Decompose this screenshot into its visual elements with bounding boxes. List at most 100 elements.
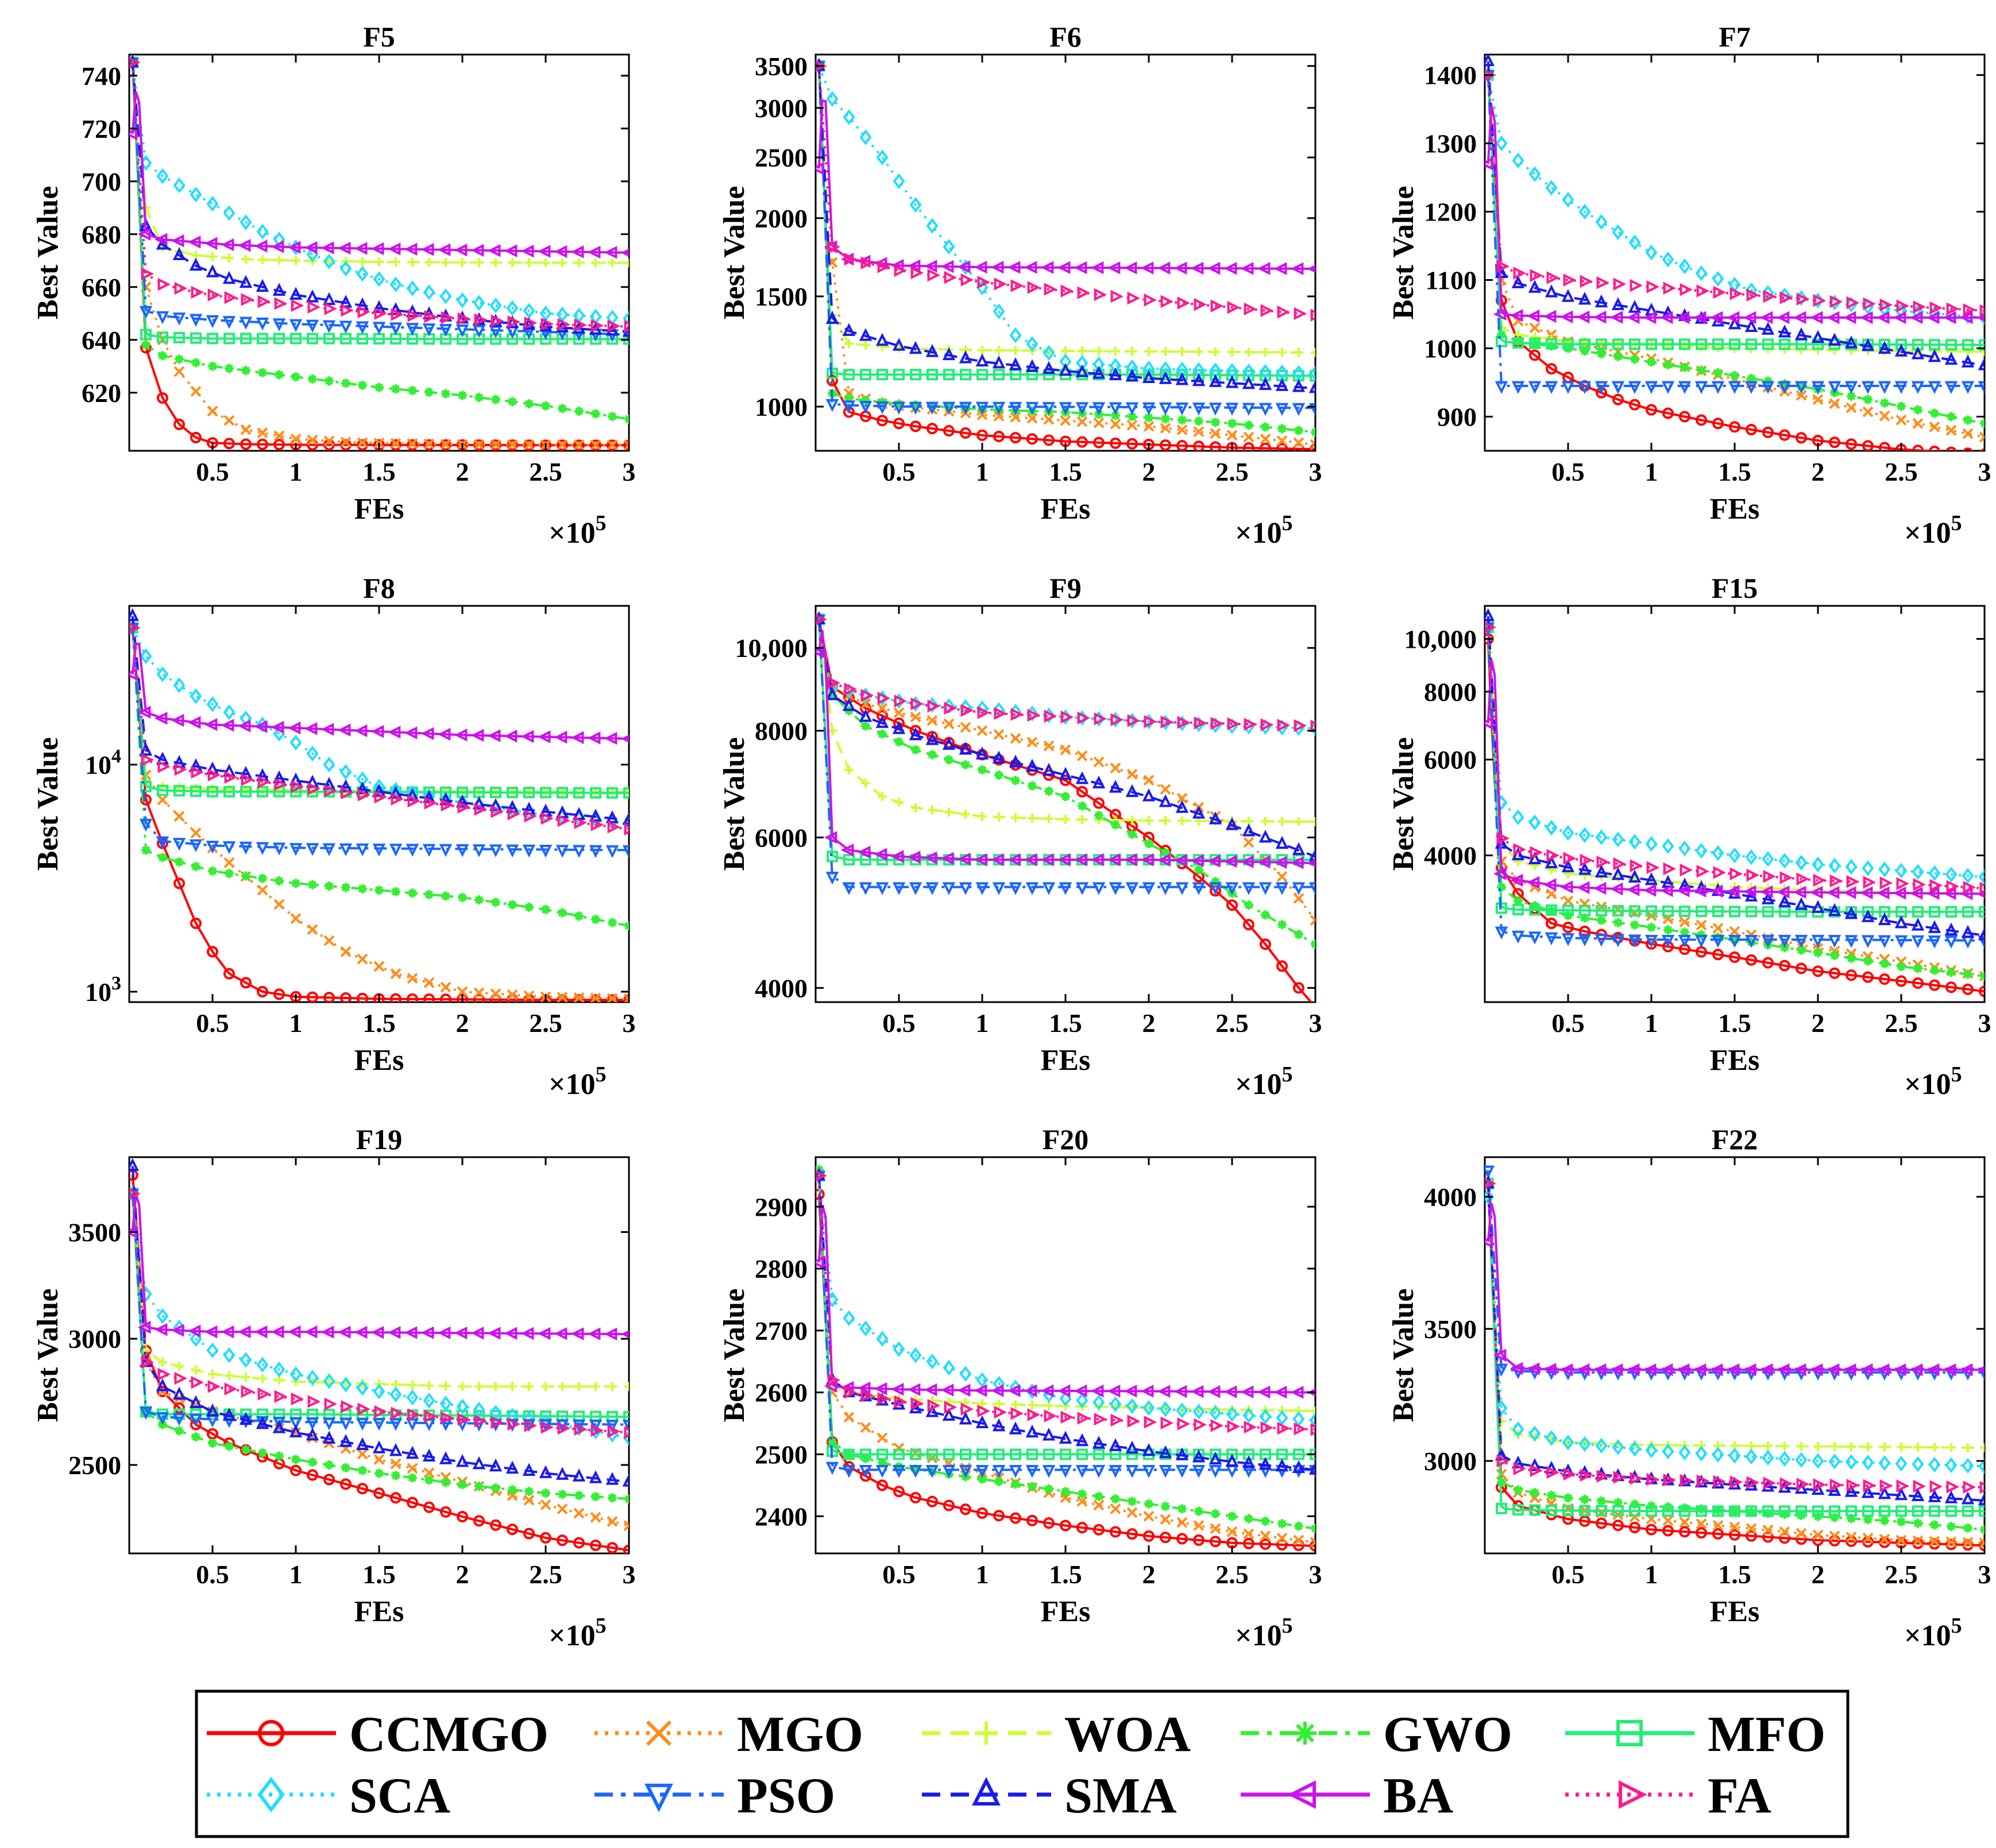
y-tick-label: 2700: [755, 1316, 808, 1346]
series-marker-MGO: [1093, 417, 1105, 428]
series-marker-MFO: [1546, 338, 1557, 350]
series-marker-MGO: [1110, 763, 1121, 774]
series-marker-MGO: [1060, 415, 1071, 426]
series-marker-SMA: [875, 715, 889, 728]
series-marker-FA: [1260, 1421, 1274, 1435]
series-marker-FA: [374, 307, 388, 320]
series-marker-FA: [241, 773, 254, 786]
series-marker-MGO: [1895, 1534, 1907, 1546]
legend-marker: [1287, 1780, 1316, 1809]
series-marker-GWO: [158, 853, 167, 863]
series-marker-SMA: [605, 810, 619, 824]
series-marker-SCA: [173, 677, 186, 693]
series-marker-GWO: [458, 1480, 467, 1490]
series-marker-BA: [1959, 311, 1973, 324]
series-marker-MFO: [1929, 906, 1940, 918]
series-marker-MGO: [1043, 740, 1055, 752]
series-marker-SCA: [423, 284, 435, 300]
series-marker-MGO: [607, 993, 618, 1002]
series-marker-SMA: [1125, 784, 1139, 797]
x-multiplier: ×105: [549, 1062, 607, 1101]
series-marker-FA: [174, 763, 188, 776]
series-marker-MGO: [1193, 426, 1204, 438]
series-marker-FA: [1813, 294, 1827, 307]
series-marker-FA: [1530, 1464, 1543, 1478]
series-marker-GWO: [1663, 360, 1673, 370]
series-marker-CCMGO: [1979, 1540, 1985, 1552]
series-marker-MGO: [357, 437, 368, 449]
series-marker-CCMGO: [1662, 941, 1674, 953]
x-axis-label: FEs: [354, 1044, 404, 1077]
series-marker-SCA: [406, 280, 419, 296]
series-marker-WOA: [458, 1382, 467, 1391]
series-marker-GWO: [474, 1482, 484, 1491]
series-marker-CCMGO: [1679, 411, 1690, 423]
series-line-SCA: [1487, 1196, 1985, 1468]
series-marker-MGO: [573, 439, 585, 451]
series-marker-MGO: [1226, 1526, 1238, 1537]
legend-entry-FA: FA: [1565, 1768, 1771, 1824]
series-marker-MFO: [1962, 339, 1974, 351]
series-marker-BA: [1893, 311, 1906, 324]
series-marker-PSO: [1275, 403, 1289, 416]
series-marker-SMA: [539, 1465, 553, 1478]
series-marker-GWO: [591, 1492, 600, 1502]
y-tick-label: 740: [82, 61, 121, 91]
chart-title: F7: [1719, 21, 1751, 53]
series-marker-MFO: [893, 1448, 905, 1460]
series-marker-CCMGO: [473, 1515, 485, 1527]
series-marker-BA: [321, 241, 334, 254]
y-tick-label: 1300: [1424, 129, 1477, 158]
series-marker-FA: [944, 1401, 958, 1414]
series-marker-GWO: [524, 399, 534, 409]
x-multiplier: ×105: [1235, 1614, 1293, 1652]
series-marker-FA: [507, 1417, 521, 1431]
series-marker-MGO: [623, 993, 629, 1002]
series-marker-MGO: [507, 989, 518, 1000]
series-marker-GWO: [558, 404, 567, 413]
series-marker-BA: [924, 260, 937, 273]
series-marker-GWO: [1128, 412, 1137, 422]
series-marker-FA: [1630, 279, 1643, 292]
series-marker-BA: [204, 237, 218, 250]
series-marker-WOA: [1161, 347, 1170, 357]
series-marker-CCMGO: [1862, 971, 1874, 983]
series-marker-FA: [994, 707, 1007, 720]
series-marker-FA: [844, 682, 858, 696]
x-tick-label: 2: [1812, 1008, 1825, 1038]
series-marker-BA: [1643, 311, 1657, 324]
series-marker-FA: [407, 1408, 421, 1421]
series-marker-MGO: [457, 986, 468, 998]
series-marker-GWO: [1797, 945, 1806, 955]
series-marker-SMA: [909, 341, 922, 354]
series-marker-BA: [1809, 1363, 1823, 1377]
series-marker-GWO: [458, 892, 467, 902]
series-marker-CCMGO: [926, 423, 938, 435]
series-marker-GWO: [861, 396, 870, 405]
series-marker-SMA: [1794, 327, 1808, 341]
x-tick-label: 2.5: [1215, 457, 1249, 486]
series-marker-SCA: [339, 764, 352, 780]
series-marker-PSO: [1242, 403, 1256, 416]
series-marker-PSO: [1242, 882, 1256, 895]
series-marker-WOA: [994, 346, 1003, 355]
series-marker-GWO: [1514, 1485, 1523, 1495]
series-marker-WOA: [558, 258, 567, 268]
series-marker-FA: [1829, 874, 1843, 888]
series-marker-SCA: [339, 260, 352, 277]
series-marker-SCA: [1059, 1390, 1072, 1407]
series-marker-FA: [1260, 718, 1274, 732]
chart-title: F19: [356, 1123, 403, 1155]
series-marker-PSO: [892, 882, 906, 895]
x-tick-label: 2: [1142, 1008, 1156, 1038]
series-marker-WOA: [1913, 1443, 1922, 1452]
series-marker-GWO: [574, 1491, 584, 1501]
series-marker-WOA: [225, 253, 234, 263]
series-marker-WOA: [1930, 1443, 1939, 1452]
series-marker-CCMGO: [1260, 1538, 1271, 1550]
series-marker-SMA: [1611, 867, 1625, 880]
series-marker-SMA: [1961, 354, 1975, 368]
series-marker-FA: [1027, 1408, 1041, 1421]
series-marker-MFO: [1579, 1505, 1590, 1517]
series-marker-GWO: [508, 900, 517, 910]
